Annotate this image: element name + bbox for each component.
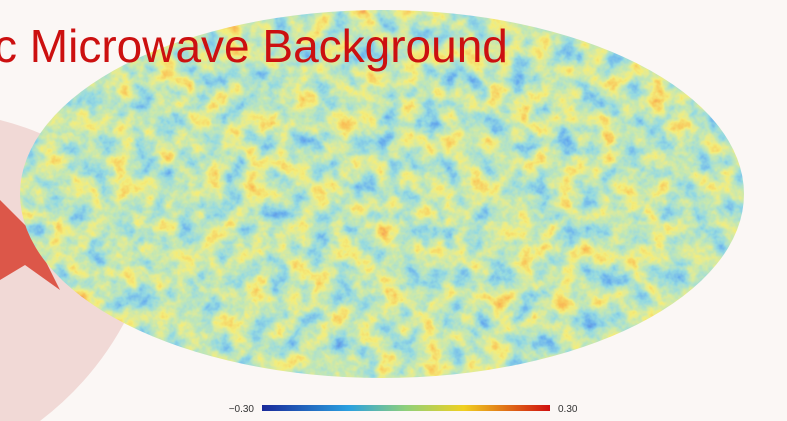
colorbar-label: −0.30	[229, 404, 255, 415]
slide: c Microwave Background −0.30 0.30	[0, 0, 787, 421]
colorbar-label: 0.30	[558, 404, 578, 415]
page: c Microwave Background −0.300.30 (() => …	[0, 0, 787, 421]
slide-title: c Microwave Background	[0, 20, 508, 72]
colorbar	[262, 405, 550, 411]
